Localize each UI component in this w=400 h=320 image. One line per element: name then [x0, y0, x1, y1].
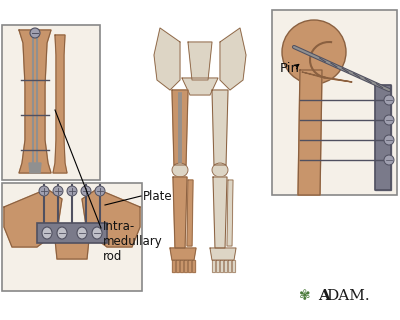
Ellipse shape — [92, 227, 102, 239]
Polygon shape — [182, 78, 218, 95]
Circle shape — [67, 186, 77, 196]
Ellipse shape — [212, 163, 228, 177]
Polygon shape — [187, 180, 193, 246]
Polygon shape — [302, 72, 352, 82]
Polygon shape — [173, 177, 187, 248]
Circle shape — [384, 115, 394, 125]
Polygon shape — [184, 260, 187, 272]
Polygon shape — [232, 260, 235, 272]
Polygon shape — [54, 229, 90, 259]
Ellipse shape — [172, 163, 188, 177]
Polygon shape — [188, 42, 212, 80]
Polygon shape — [172, 90, 188, 165]
Circle shape — [30, 28, 40, 38]
Polygon shape — [53, 35, 67, 173]
Polygon shape — [216, 260, 219, 272]
Circle shape — [53, 186, 63, 196]
Ellipse shape — [77, 227, 87, 239]
FancyBboxPatch shape — [2, 183, 142, 291]
Polygon shape — [220, 260, 223, 272]
Circle shape — [384, 135, 394, 145]
FancyBboxPatch shape — [2, 25, 100, 180]
Polygon shape — [19, 30, 51, 173]
Polygon shape — [212, 260, 215, 272]
Circle shape — [95, 186, 105, 196]
Text: Plate: Plate — [143, 189, 173, 203]
Ellipse shape — [57, 227, 67, 239]
Circle shape — [384, 95, 394, 105]
Polygon shape — [170, 248, 196, 260]
Circle shape — [384, 155, 394, 165]
Polygon shape — [172, 260, 175, 272]
Text: Intra-
medullary
rod: Intra- medullary rod — [103, 220, 163, 263]
Polygon shape — [192, 260, 195, 272]
Text: Pin: Pin — [280, 61, 300, 75]
Ellipse shape — [42, 227, 52, 239]
Polygon shape — [228, 260, 231, 272]
Polygon shape — [220, 28, 246, 90]
Text: A: A — [318, 289, 330, 303]
Polygon shape — [227, 180, 233, 246]
Polygon shape — [375, 85, 391, 190]
Polygon shape — [180, 260, 183, 272]
Polygon shape — [224, 260, 227, 272]
Polygon shape — [82, 189, 140, 247]
Text: ✾: ✾ — [299, 289, 311, 303]
Polygon shape — [210, 248, 236, 260]
Circle shape — [81, 186, 91, 196]
Polygon shape — [176, 260, 179, 272]
Circle shape — [39, 186, 49, 196]
Polygon shape — [154, 28, 180, 90]
Polygon shape — [4, 189, 62, 247]
Text: DAM.: DAM. — [326, 289, 370, 303]
Polygon shape — [188, 260, 191, 272]
Circle shape — [282, 20, 346, 84]
Bar — [37, 223, 107, 243]
Polygon shape — [213, 177, 227, 248]
Polygon shape — [29, 163, 41, 173]
Polygon shape — [212, 90, 228, 165]
Polygon shape — [298, 70, 322, 195]
FancyBboxPatch shape — [272, 10, 397, 195]
